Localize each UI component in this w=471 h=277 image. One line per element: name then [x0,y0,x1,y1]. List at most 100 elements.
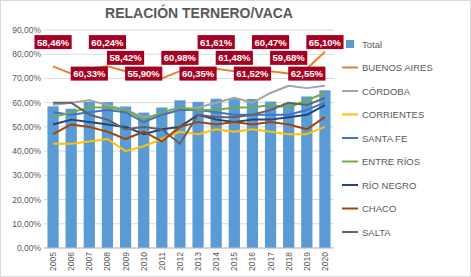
data-label: 60,98% [161,51,198,65]
data-label: 60,24% [89,35,126,49]
chart: RELACIÓN TERNERO/VACA 0,00% 10,00% 20,00% 30… [0,0,471,277]
y-tick-label: 80,00% [12,49,41,59]
legend-label: Total [362,39,382,50]
data-label-text: 60,33% [73,68,106,79]
data-label-box [71,67,108,81]
x-tick-label: 2016 [247,252,257,271]
data-label: 60,33% [71,67,108,81]
bar [247,99,258,248]
legend-swatch [342,184,358,186]
data-label: 62,55% [288,67,325,81]
x-tick-label: 2019 [302,252,312,271]
x-tick-label: 2006 [66,252,76,271]
y-tick-label: 70,00% [12,73,41,83]
x-tick-label: 2017 [266,252,276,271]
data-label-text: 65,10% [309,37,342,48]
data-label-text: 59,68% [273,52,306,63]
x-tick-label: 2007 [84,252,94,271]
legend-swatch [342,67,358,69]
data-label-text: 58,46% [37,37,70,48]
y-tick-label: 60,00% [12,98,41,108]
data-label-text: 62,55% [291,68,324,79]
legend-label: RÍO NEGRO [362,180,416,191]
line [53,52,325,79]
grid-line [44,30,334,31]
data-label-box [234,67,271,81]
data-label-box [125,67,162,81]
data-label-box [89,35,126,49]
x-tick-label: 2013 [193,252,203,271]
legend-swatch [342,208,358,210]
data-label: 58,46% [34,35,71,49]
data-label-text: 61,61% [200,37,233,48]
x-tick-label: 2018 [284,252,294,271]
data-label-box [107,51,144,65]
plot-area [47,52,330,248]
data-label-text: 55,90% [128,68,161,79]
y-tick-label: 30,00% [12,170,41,180]
x-tick-label: 2010 [139,252,149,271]
data-label: 60,47% [252,35,289,49]
legend-swatch [342,90,358,92]
x-axis [44,248,334,249]
line [53,98,325,144]
background [1,1,471,277]
data-label-text: 61,52% [236,68,269,79]
legend-label: CÓRDOBA [362,86,411,97]
x-tick-label: 2008 [102,252,112,271]
grid-line [44,248,334,249]
data-label-box [216,51,253,65]
bar [174,100,185,248]
title: RELACIÓN TERNERO/VACA [105,4,293,21]
data-label-box [306,35,343,49]
line [53,103,325,122]
legend-label: CORRIENTES [362,109,424,120]
y-tick-label: 40,00% [12,146,41,156]
y-tick-label: 0,00% [17,243,42,253]
legend-label: SANTA FE [362,133,407,144]
data-label-box [270,51,307,65]
legend-label: BUENOS AIRES [362,62,433,73]
legend-swatch [346,40,354,48]
data-label: 60,35% [179,67,216,81]
data-label-text: 61,48% [218,52,251,63]
legend-swatch [342,231,358,233]
data-label-text: 60,24% [91,37,124,48]
x-tick-label: 2020 [320,252,330,271]
data-label-text: 60,35% [182,68,215,79]
legend-label: CHACO [362,203,396,214]
x-tick-label: 2009 [121,252,131,271]
bar [301,96,312,248]
bar [319,90,330,248]
y-tick-label: 90,00% [12,25,41,35]
bar [66,109,77,248]
data-label-text: 58,42% [109,52,142,63]
data-label: 61,48% [216,51,253,65]
data-label: 58,42% [107,51,144,65]
data-label-box [179,67,216,81]
x-tick-label: 2011 [157,252,167,271]
data-label: 65,10% [306,35,343,49]
x-tick-label: 2005 [48,252,58,271]
data-label-box [252,35,289,49]
y-tick-label: 50,00% [12,122,41,132]
x-tick-label: 2014 [211,252,221,271]
x-tick-label: 2015 [229,252,239,271]
data-label: 55,90% [125,67,162,81]
data-label-box [198,35,235,49]
legend-swatch [342,137,358,139]
data-label: 61,52% [234,67,271,81]
data-label-box [161,51,198,65]
y-tick-label: 20,00% [12,195,41,205]
legend-label: SALTA [362,227,391,238]
x-tick-label: 2012 [175,252,185,271]
legend-swatch [342,114,358,116]
bar [47,106,58,248]
data-label-text: 60,47% [254,37,287,48]
data-label: 61,61% [198,35,235,49]
y-tick-label: 10,00% [12,219,41,229]
data-label-box [34,35,71,49]
legend-label: ENTRE RÍOS [362,156,420,167]
data-label-box [288,67,325,81]
bar [84,102,95,248]
